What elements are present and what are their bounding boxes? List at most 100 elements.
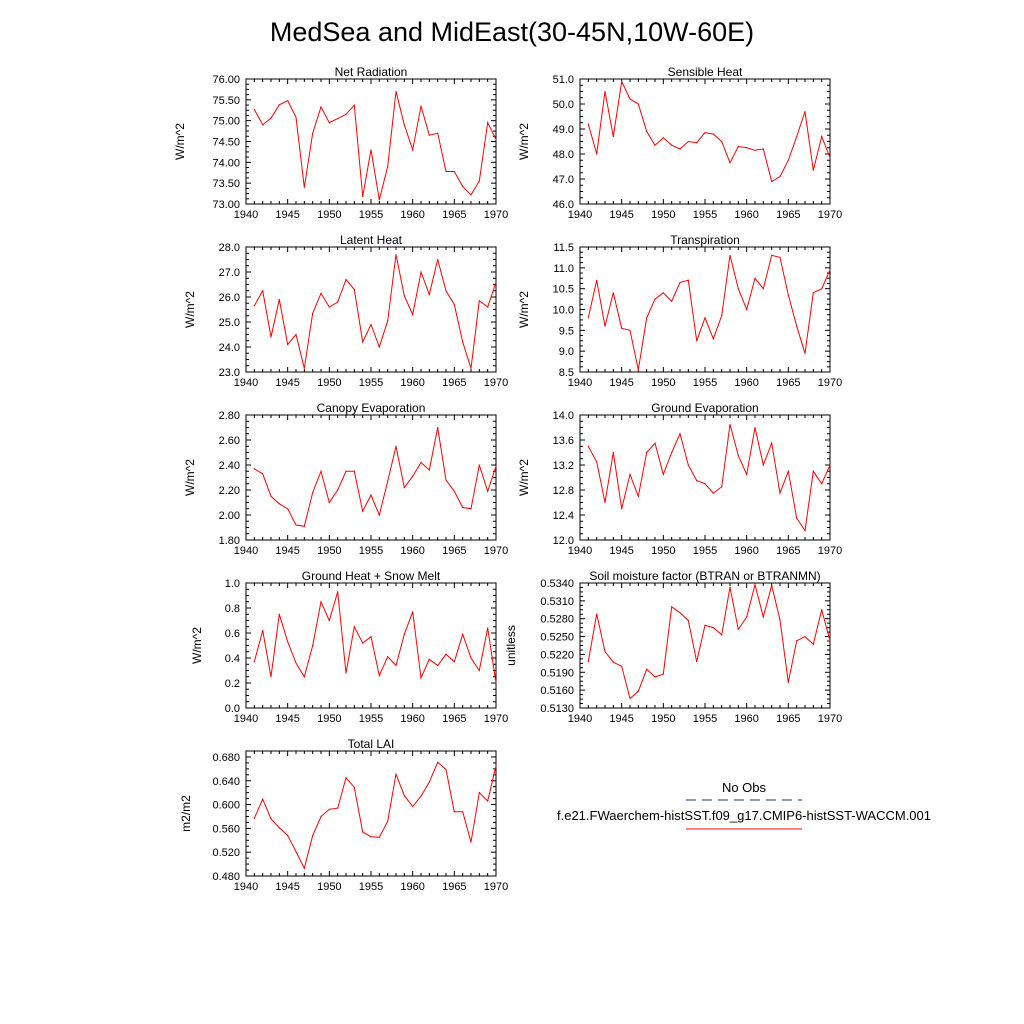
data-point (253, 661, 255, 663)
data-point (387, 480, 389, 482)
data-point (403, 124, 405, 126)
data-point (771, 254, 773, 256)
panel-title: Sensible Heat (668, 65, 743, 79)
data-point (453, 661, 455, 663)
data-point (587, 660, 589, 663)
data-point (821, 609, 823, 611)
x-tick-label: 1965 (776, 713, 800, 725)
y-tick-label: 0.2 (225, 678, 240, 690)
series-line (587, 79, 831, 183)
data-point (679, 612, 681, 614)
chart-panel: 1940 1945 1950 1955 1960 1965 1970 0.5130 0.5160… (504, 569, 842, 725)
data-point (328, 501, 330, 504)
data-point (420, 105, 422, 107)
x-tick-label: 1965 (442, 209, 466, 221)
data-point (796, 517, 798, 519)
y-tick-label: 0.4 (225, 653, 240, 665)
y-tick-label: 0.5310 (540, 596, 574, 608)
data-point (487, 306, 489, 308)
data-point (345, 278, 347, 281)
x-tick-label: 1945 (275, 881, 299, 893)
data-point (328, 122, 330, 124)
data-point (629, 329, 631, 331)
y-axis-label: W/m^2 (517, 123, 531, 160)
data-point (462, 633, 464, 635)
data-point (829, 269, 831, 271)
x-tick-label: 1960 (734, 545, 758, 557)
data-point (312, 644, 314, 647)
x-tick-label: 1965 (442, 377, 466, 389)
data-point (754, 426, 756, 429)
series-line (253, 591, 497, 684)
data-point (337, 301, 339, 303)
data-point (662, 292, 664, 294)
data-point (345, 470, 347, 472)
data-point (287, 508, 289, 510)
data-point (662, 137, 664, 139)
data-point (495, 465, 497, 467)
y-tick-label: 1.80 (219, 535, 240, 547)
data-point (646, 668, 648, 670)
chart-panels: 1940 1945 1950 1955 1960 1965 1970 73.00 73.50 74… (173, 65, 842, 893)
data-point (721, 634, 723, 636)
y-tick-label: 0.680 (212, 752, 240, 764)
data-point (445, 290, 447, 292)
legend-model-label: f.e21.FWaerchem-histSST.f09_g17.CMIP6-hi… (557, 808, 931, 823)
data-point (412, 149, 414, 151)
plot-frame (245, 750, 497, 877)
y-tick-label: 51.0 (553, 74, 574, 86)
chart-panel: 1940 1945 1950 1955 1960 1965 1970 73.00 73.50 74… (173, 65, 508, 221)
y-tick-label: 13.2 (553, 460, 574, 472)
series-line (253, 91, 497, 200)
data-point (746, 147, 748, 149)
data-point (287, 641, 289, 643)
data-point (320, 815, 322, 818)
data-point (462, 811, 464, 813)
data-point (378, 836, 380, 838)
data-point (378, 346, 380, 348)
data-point (395, 253, 397, 256)
data-point (295, 333, 297, 336)
data-point (796, 640, 798, 642)
data-point (762, 148, 764, 150)
plot-frame (245, 78, 497, 205)
x-tick-label: 1960 (400, 209, 424, 221)
data-point (821, 288, 823, 290)
data-point (646, 451, 648, 454)
y-tick-label: 46.0 (553, 199, 574, 211)
data-point (604, 325, 606, 327)
y-tick-label: 25.0 (219, 317, 240, 329)
x-tick-label: 1950 (317, 209, 341, 221)
data-point (470, 841, 472, 843)
x-tick-label: 1950 (317, 377, 341, 389)
x-tick-label: 1950 (651, 545, 675, 557)
data-point (746, 616, 748, 618)
data-point (378, 674, 380, 677)
data-point (771, 584, 773, 586)
data-point (704, 624, 706, 626)
data-point (612, 661, 614, 663)
y-tick-label: 2.00 (219, 510, 240, 522)
data-point (403, 295, 405, 297)
data-point (821, 483, 823, 485)
data-point (671, 606, 673, 608)
data-point (679, 433, 681, 435)
series-line (587, 582, 831, 700)
data-point (312, 312, 314, 314)
x-tick-label: 1965 (442, 545, 466, 557)
data-point (495, 765, 497, 767)
y-tick-label: 1.0 (225, 578, 240, 590)
x-tick-label: 1960 (734, 209, 758, 221)
data-point (453, 303, 455, 306)
data-point (687, 279, 689, 281)
data-point (629, 697, 631, 700)
data-point (270, 495, 272, 497)
data-point (312, 132, 314, 134)
x-tick-label: 1955 (359, 209, 383, 221)
x-tick-label: 1950 (651, 377, 675, 389)
data-point (712, 492, 714, 494)
y-tick-label: 14.0 (553, 410, 574, 422)
data-point (779, 175, 781, 178)
y-tick-label: 0.8 (225, 603, 240, 615)
